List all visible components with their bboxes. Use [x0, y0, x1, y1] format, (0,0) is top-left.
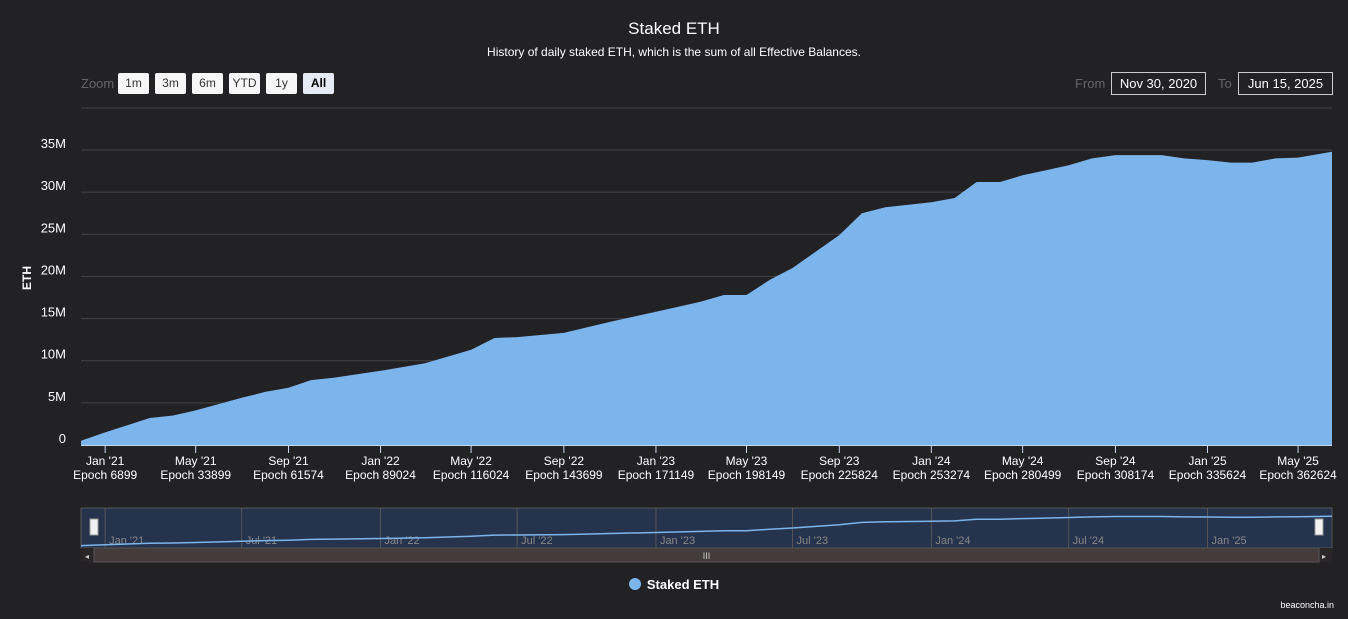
y-axis-label: ETH	[20, 266, 34, 290]
x-tick-epoch: Epoch 225824	[801, 468, 879, 482]
x-tick-label: May '22	[450, 454, 492, 468]
navigator-tick-label: Jan '23	[660, 535, 695, 547]
y-tick-label: 10M	[41, 347, 66, 362]
y-tick-label: 35M	[41, 136, 66, 151]
zoom-3m-button[interactable]: 3m	[155, 73, 186, 94]
x-tick-label: Sep '24	[1095, 454, 1136, 468]
x-tick-label: May '21	[175, 454, 217, 468]
scroll-right-arrow-icon[interactable]: ▸	[1322, 552, 1326, 561]
navigator-left-handle[interactable]	[89, 518, 99, 536]
to-date-input[interactable]: Jun 15, 2025	[1238, 72, 1333, 95]
x-tick-epoch: Epoch 171149	[618, 468, 695, 482]
scrollbar-grip-icon: III	[703, 551, 711, 561]
staked-eth-area	[81, 151, 1332, 445]
zoom-6m-button[interactable]: 6m	[192, 73, 223, 94]
chart-subtitle: History of daily staked ETH, which is th…	[487, 45, 861, 59]
zoom-1y-button[interactable]: 1y	[266, 73, 297, 94]
x-tick-label: Jan '24	[912, 454, 951, 468]
x-tick-epoch: Epoch 308174	[1077, 468, 1155, 482]
x-tick-epoch: Epoch 6899	[73, 468, 137, 482]
x-tick-label: Jan '21	[86, 454, 125, 468]
x-tick-epoch: Epoch 116024	[433, 468, 510, 482]
navigator-tick-label: Jul '24	[1073, 535, 1104, 547]
zoom-ytd-button[interactable]: YTD	[229, 73, 260, 94]
x-tick-epoch: Epoch 253274	[893, 468, 971, 482]
x-tick-epoch: Epoch 61574	[253, 468, 324, 482]
navigator-tick-label: Jul '23	[797, 535, 828, 547]
x-tick-epoch: Epoch 143699	[525, 468, 603, 482]
y-tick-label: 25M	[41, 220, 66, 235]
navigator-tick-label: Jan '21	[109, 535, 144, 547]
navigator-tick-label: Jan '22	[385, 535, 420, 547]
navigator[interactable]: Jan '21 Jul '21 Jan '22 Jul '22 Jan '23 Jul '…	[80, 507, 1333, 563]
x-tick-label: May '24	[1002, 454, 1044, 468]
to-label: To	[1218, 76, 1232, 91]
x-tick-label: Sep '21	[268, 454, 309, 468]
x-tick-label: May '23	[726, 454, 768, 468]
legend-dot-icon	[628, 578, 641, 590]
y-tick-label: 30M	[41, 178, 66, 193]
zoom-all-button[interactable]: All	[303, 73, 334, 94]
x-tick-label: Sep '22	[544, 454, 585, 468]
x-tick-epoch: Epoch 198149	[708, 468, 786, 482]
x-tick-label: Jan '23	[637, 454, 676, 468]
y-tick-label: 5M	[48, 389, 66, 404]
zoom-label: Zoom	[81, 76, 115, 91]
chart-title: Staked ETH	[628, 19, 720, 38]
x-tick-epoch: Epoch 280499	[984, 468, 1062, 482]
credit-link[interactable]: beaconcha.in	[1280, 600, 1334, 610]
x-tick-epoch: Epoch 335624	[1169, 468, 1247, 482]
navigator-mask	[80, 507, 1333, 549]
navigator-tick-label: Jan '25	[1212, 535, 1247, 547]
x-tick-label: Sep '23	[819, 454, 860, 468]
x-tick-label: May '25	[1277, 454, 1319, 468]
navigator-right-handle[interactable]	[1314, 518, 1324, 536]
legend[interactable]: Staked ETH	[0, 577, 1348, 592]
x-tick-epoch: Epoch 33899	[160, 468, 231, 482]
x-tick-label: Jan '25	[1188, 454, 1227, 468]
scrollbar-thumb[interactable]	[93, 547, 1320, 563]
x-tick-label: Jan '22	[361, 454, 400, 468]
y-tick-label: 0	[59, 431, 66, 446]
y-tick-label: 20M	[41, 262, 66, 277]
from-date-input[interactable]: Nov 30, 2020	[1111, 72, 1206, 95]
from-label: From	[1075, 76, 1106, 91]
navigator-series-line	[80, 515, 1333, 547]
x-tick-epoch: Epoch 362624	[1259, 468, 1337, 482]
navigator-tick-label: Jan '24	[935, 535, 970, 547]
x-tick-epoch: Epoch 89024	[345, 468, 416, 482]
y-tick-label: 15M	[41, 305, 66, 320]
scroll-left-arrow-icon[interactable]: ◂	[85, 552, 89, 561]
navigator-tick-label: Jul '22	[521, 535, 552, 547]
zoom-1m-button[interactable]: 1m	[118, 73, 149, 94]
legend-label: Staked ETH	[646, 577, 720, 592]
